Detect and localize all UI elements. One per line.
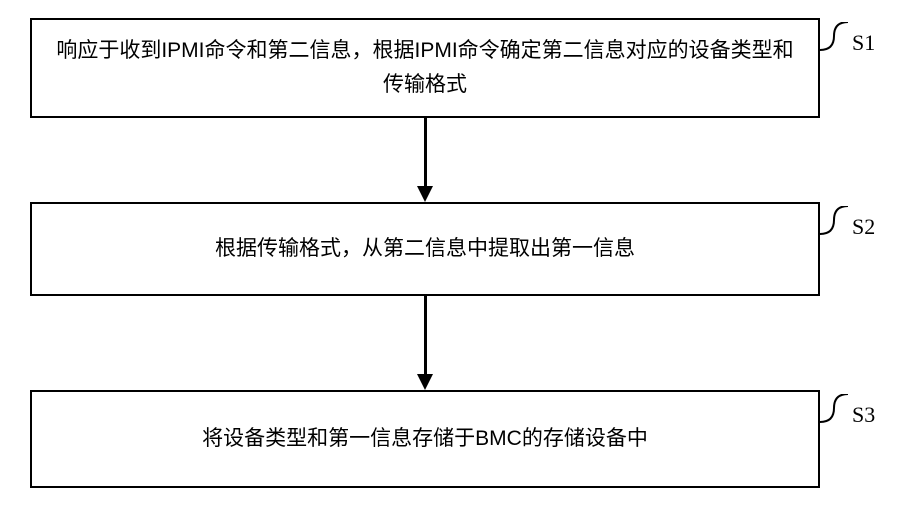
- step-s3-box: 将设备类型和第一信息存储于BMC的存储设备中: [30, 390, 820, 488]
- step-s2-label: S2: [852, 214, 875, 240]
- arrow-s1-s2-line: [424, 118, 427, 188]
- step-s3-text: 将设备类型和第一信息存储于BMC的存储设备中: [202, 422, 648, 456]
- bracket-s3: [820, 394, 848, 424]
- bracket-s1: [820, 22, 848, 52]
- step-s1-label: S1: [852, 30, 875, 56]
- arrow-s1-s2-head: [417, 186, 433, 202]
- step-s2-text: 根据传输格式，从第二信息中提取出第一信息: [215, 232, 635, 266]
- arrow-s2-s3-line: [424, 296, 427, 376]
- arrow-s2-s3-head: [417, 374, 433, 390]
- step-s2-box: 根据传输格式，从第二信息中提取出第一信息: [30, 202, 820, 296]
- bracket-s2: [820, 206, 848, 236]
- step-s1-box: 响应于收到IPMI命令和第二信息，根据IPMI命令确定第二信息对应的设备类型和传…: [30, 18, 820, 118]
- step-s1-text: 响应于收到IPMI命令和第二信息，根据IPMI命令确定第二信息对应的设备类型和传…: [52, 34, 798, 101]
- flowchart-container: 响应于收到IPMI命令和第二信息，根据IPMI命令确定第二信息对应的设备类型和传…: [0, 0, 906, 510]
- step-s3-label: S3: [852, 402, 875, 428]
